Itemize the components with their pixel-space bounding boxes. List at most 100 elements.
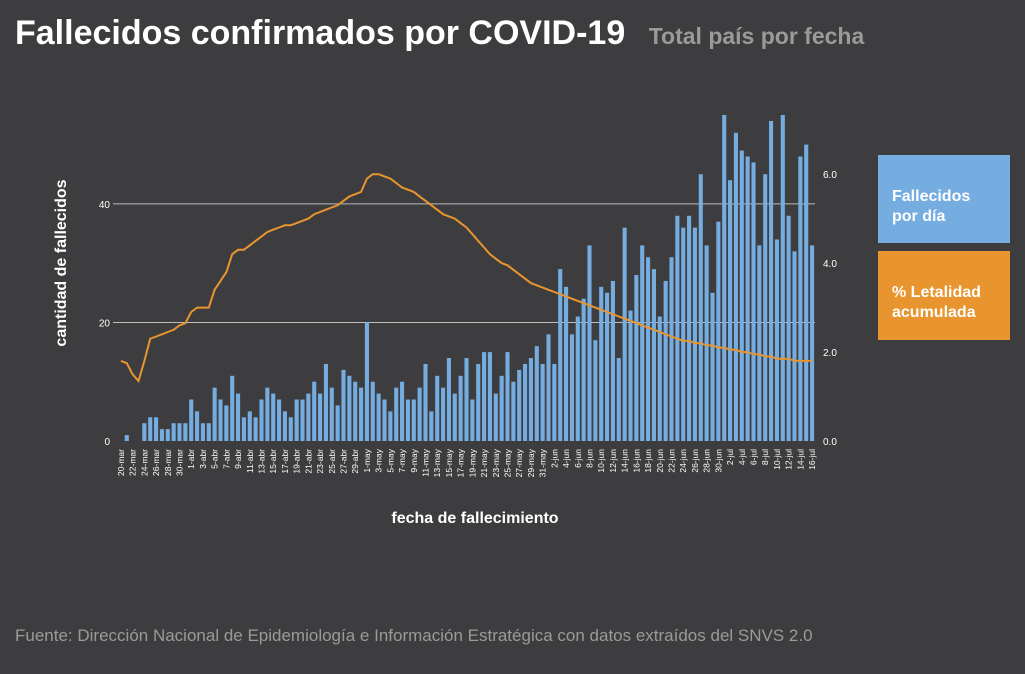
bar (774, 239, 779, 441)
bar (517, 369, 522, 441)
x-tick-label: 15-abr (268, 449, 278, 474)
bar (335, 405, 340, 441)
chart-title-block: Fallecidos confirmados por COVID-19 Tota… (15, 10, 865, 59)
bar (177, 423, 182, 441)
x-tick-label: 23-may (491, 448, 501, 477)
bar (148, 417, 153, 441)
x-tick-label: 29-may (526, 448, 536, 477)
bar (780, 115, 785, 441)
bar (247, 411, 252, 441)
bar (640, 245, 645, 441)
x-tick-label: 3-may (374, 448, 384, 472)
x-tick-label: 1-may (362, 448, 372, 472)
bar (359, 387, 364, 441)
bar (277, 399, 282, 441)
bar (710, 292, 715, 441)
bar (751, 162, 756, 441)
bar (470, 399, 475, 441)
bar (745, 156, 750, 441)
bar (540, 363, 545, 441)
y2-tick-label: 2.0 (823, 348, 837, 359)
bar (364, 322, 369, 441)
bar (417, 387, 422, 441)
x-tick-label: 14-jul (795, 449, 805, 470)
x-tick-label: 7-abr (221, 449, 231, 469)
x-tick-label: 2-jun (549, 449, 559, 468)
bar (370, 381, 375, 441)
x-tick-label: 8-jun (585, 449, 595, 468)
bar (534, 346, 539, 441)
x-tick-label: 29-abr (350, 449, 360, 474)
x-tick-label: 24-mar (139, 449, 149, 476)
x-tick-label: 4-jul (737, 449, 747, 465)
x-tick-label: 27-may (514, 448, 524, 477)
x-tick-label: 16-jun (631, 449, 641, 473)
x-tick-label: 16-jul (807, 449, 817, 470)
bar (446, 358, 451, 441)
bar (698, 174, 703, 442)
bar (318, 393, 323, 441)
x-tick-label: 13-may (432, 448, 442, 477)
bar (739, 150, 744, 441)
bar (657, 316, 662, 441)
y2-tick-label: 4.0 (823, 259, 837, 270)
x-tick-label: 10-jun (596, 449, 606, 473)
bar (294, 399, 299, 441)
bar (575, 316, 580, 441)
bar (341, 369, 346, 441)
bar (347, 375, 352, 441)
x-tick-label: 15-may (444, 448, 454, 477)
x-tick-label: 24-jun (678, 449, 688, 473)
bar (236, 393, 241, 441)
bar (581, 298, 586, 441)
x-tick-label: 21-abr (303, 449, 313, 474)
x-tick-label: 14-jun (620, 449, 630, 473)
bar (353, 381, 358, 441)
bar (599, 286, 604, 441)
x-tick-label: 18-jun (643, 449, 653, 473)
bar (769, 120, 774, 441)
bar (435, 375, 440, 441)
y-tick-label: 20 (99, 318, 111, 329)
y2-tick-label: 6.0 (823, 170, 837, 181)
x-tick-label: 22-mar (128, 449, 138, 476)
bar (505, 352, 510, 441)
x-tick-label: 25-may (503, 448, 513, 477)
x-tick-label: 19-abr (292, 449, 302, 474)
bar (423, 363, 428, 441)
bar (675, 215, 680, 441)
bar (218, 399, 223, 441)
bar (487, 352, 492, 441)
x-tick-label: 10-jul (772, 449, 782, 470)
x-tick-label: 23-abr (315, 449, 325, 474)
bar (786, 215, 791, 441)
bar (669, 257, 674, 441)
bar (681, 227, 686, 441)
bar (587, 245, 592, 441)
x-tick-label: 9-may (409, 448, 419, 472)
x-tick-label: 17-may (456, 448, 466, 477)
bar (165, 429, 170, 441)
bar (171, 423, 176, 441)
line (120, 173, 813, 384)
x-tick-label: 12-jun (608, 449, 618, 473)
x-tick-label: 26-mar (151, 449, 161, 476)
bar (558, 269, 563, 441)
bar (241, 417, 246, 441)
bar (687, 215, 692, 441)
x-tick-label: 4-jun (561, 449, 571, 468)
bar (704, 245, 709, 441)
bar (552, 363, 557, 441)
bar (154, 417, 159, 441)
x-tick-label: 26-jun (690, 449, 700, 473)
y-tick-label: 0 (104, 437, 110, 448)
bar (195, 411, 200, 441)
bar (763, 174, 768, 442)
bar (616, 358, 621, 441)
x-tick-label: 25-abr (327, 449, 337, 474)
bar (482, 352, 487, 441)
bar (757, 245, 762, 441)
y-axis-label: cantidad de fallecidos (53, 179, 70, 346)
